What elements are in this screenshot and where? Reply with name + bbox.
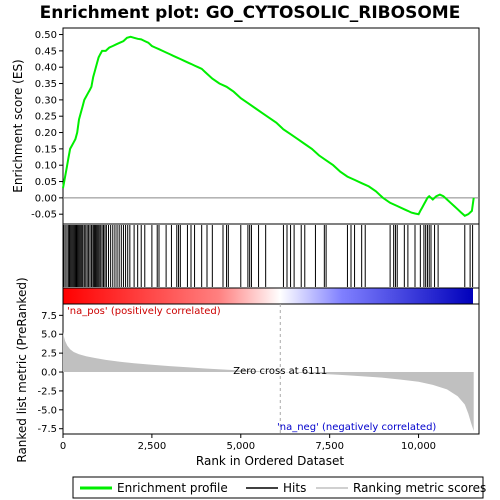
metric-y-tick-label: 0.0 xyxy=(41,368,57,379)
metric-panel: -7.5 -5.0 -2.5 0.0 2.5 5.0 7.5 'na_pos' (posit… xyxy=(15,277,480,463)
metric-y-tick-label: -7.5 xyxy=(37,424,57,435)
metric-y-axis: -7.5 -5.0 -2.5 0.0 2.5 5.0 7.5 xyxy=(37,311,63,435)
x-tick-label: 2,500 xyxy=(138,441,167,452)
metric-panel-frame xyxy=(62,303,480,435)
legend-label-enrichment-profile: Enrichment profile xyxy=(117,481,228,495)
es-y-tick-label: 0.25 xyxy=(35,112,57,123)
hits-panel-frame xyxy=(62,223,480,289)
x-axis-title: Rank in Ordered Dataset xyxy=(196,454,344,468)
legend-label-ranking-metric: Ranking metric scores xyxy=(353,481,486,495)
es-y-tick-label: 0.15 xyxy=(35,144,57,155)
metric-y-tick-label: 7.5 xyxy=(41,311,57,322)
zero-cross-label: Zero cross at 6111 xyxy=(233,366,327,377)
es-panel-frame xyxy=(62,27,480,225)
es-y-tick-label: 0.35 xyxy=(35,79,57,90)
metric-y-tick-label: 5.0 xyxy=(41,330,57,341)
es-y-tick-label: -0.05 xyxy=(31,210,57,221)
metric-y-tick-label: -5.0 xyxy=(37,405,57,416)
neg-correlated-label: 'na_neg' (negatively correlated) xyxy=(277,422,436,433)
chart-title: Enrichment plot: GO_CYTOSOLIC_RIBOSOME xyxy=(40,3,461,23)
ranking-heat-bar xyxy=(63,288,473,304)
enrichment-profile-line xyxy=(62,35,475,217)
hit-lines xyxy=(63,225,474,287)
es-y-tick-label: 0.00 xyxy=(35,193,57,204)
es-y-axis: -0.05 0.00 0.05 0.10 0.15 0.20 0.25 0.30 0.35 0.4… xyxy=(31,30,63,221)
hits-panel xyxy=(62,223,480,289)
x-tick-label: 10,000 xyxy=(401,441,436,452)
metric-y-axis-title: Ranked list metric (PreRanked) xyxy=(15,277,29,462)
es-y-tick-label: 0.10 xyxy=(35,161,57,172)
legend-label-hits: Hits xyxy=(283,481,306,495)
legend: Enrichment profile Hits Ranking metric s… xyxy=(72,476,486,499)
es-y-tick-label: 0.05 xyxy=(35,177,57,188)
es-y-tick-label: 0.50 xyxy=(35,30,57,41)
es-y-tick-label: 0.40 xyxy=(35,63,57,74)
metric-y-tick-label: 2.5 xyxy=(41,349,57,360)
es-panel: -0.05 0.00 0.05 0.10 0.15 0.20 0.25 0.30 0.35 0.4… xyxy=(11,27,480,225)
x-axis: 0 2,500 5,000 7,500 10,000 xyxy=(60,434,436,452)
x-tick-label: 5,000 xyxy=(226,441,255,452)
x-tick-label: 7,500 xyxy=(315,441,344,452)
metric-y-tick-label: -2.5 xyxy=(37,386,57,397)
es-y-tick-label: 0.20 xyxy=(35,128,57,139)
es-y-tick-label: 0.45 xyxy=(35,46,57,57)
es-y-axis-title: Enrichment score (ES) xyxy=(11,59,25,192)
x-tick-label: 0 xyxy=(60,441,66,452)
es-y-tick-label: 0.30 xyxy=(35,95,57,106)
pos-correlated-label: 'na_pos' (positively correlated) xyxy=(67,306,221,317)
